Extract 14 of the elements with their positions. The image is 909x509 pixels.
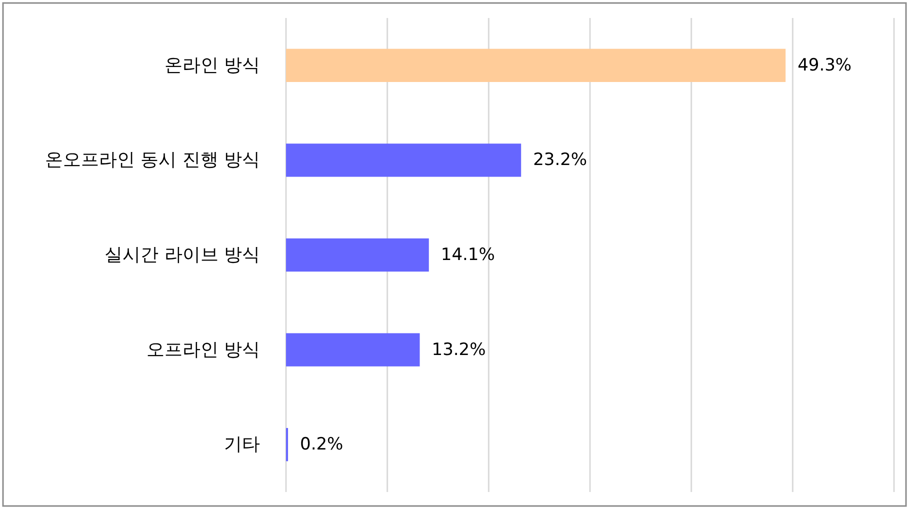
y-tick-label: 온라인 방식: [164, 54, 260, 76]
bar: [286, 48, 786, 82]
bar: [286, 144, 522, 177]
y-tick-label: 기타: [224, 434, 260, 456]
bar: [286, 238, 429, 272]
data-label: 0.2%: [300, 434, 344, 455]
data-label: 13.2%: [432, 340, 486, 360]
data-label: 14.1%: [440, 245, 495, 265]
y-tick-label: 실시간 라이브 방식: [104, 244, 260, 266]
y-tick-label: 온오프라인 동시 진행 방식: [44, 150, 260, 171]
data-label: 23.2%: [533, 150, 588, 170]
data-label: 49.3%: [798, 55, 852, 76]
bar: [286, 333, 420, 366]
y-tick-label: 오프라인 방식: [146, 339, 260, 360]
